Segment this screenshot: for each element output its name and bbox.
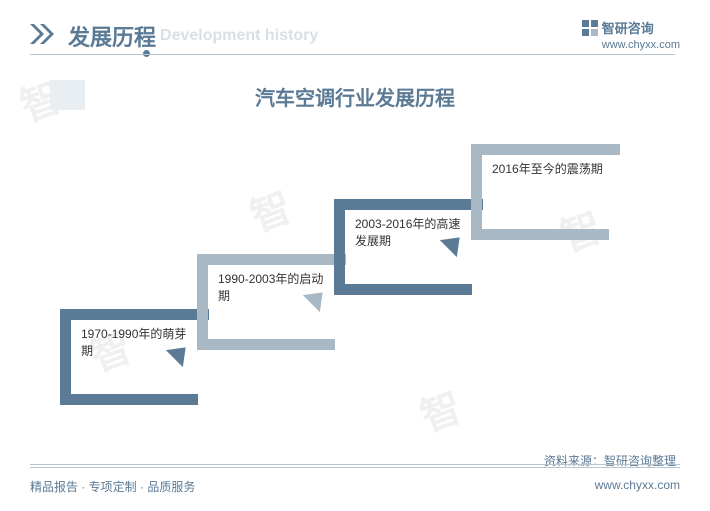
header-subtitle: Development history xyxy=(160,27,318,45)
footer: 精品报告 · 专项定制 · 品质服务 www.chyxx.com xyxy=(30,464,680,511)
footer-divider xyxy=(30,464,680,465)
brand-name: 智研咨询 xyxy=(602,18,654,37)
brand-icon xyxy=(582,20,598,36)
brand-url: www.chyxx.com xyxy=(602,39,680,51)
step-top-bar xyxy=(471,144,620,155)
footer-right: www.chyxx.com xyxy=(595,478,680,495)
step-frame: 2016年至今的震荡期 xyxy=(471,155,609,240)
brand-logo: 智研咨询 www.chyxx.com xyxy=(582,18,680,51)
header-divider xyxy=(30,54,675,55)
step-label: 2016年至今的震荡期 xyxy=(492,161,607,178)
step-top-bar xyxy=(197,254,346,265)
header: 发展历程 Development history xyxy=(30,20,318,52)
chart-title: 汽车空调行业发展历程 xyxy=(0,82,710,111)
step-top-bar xyxy=(60,309,209,320)
step-top-bar xyxy=(334,199,483,210)
header-chevron-icon xyxy=(30,24,58,49)
stair-diagram: 1970-1990年的萌芽期1990-2003年的启动期2003-2016年的高… xyxy=(60,130,650,410)
header-title: 发展历程 xyxy=(68,20,156,52)
footer-left: 精品报告 · 专项定制 · 品质服务 xyxy=(30,478,195,495)
